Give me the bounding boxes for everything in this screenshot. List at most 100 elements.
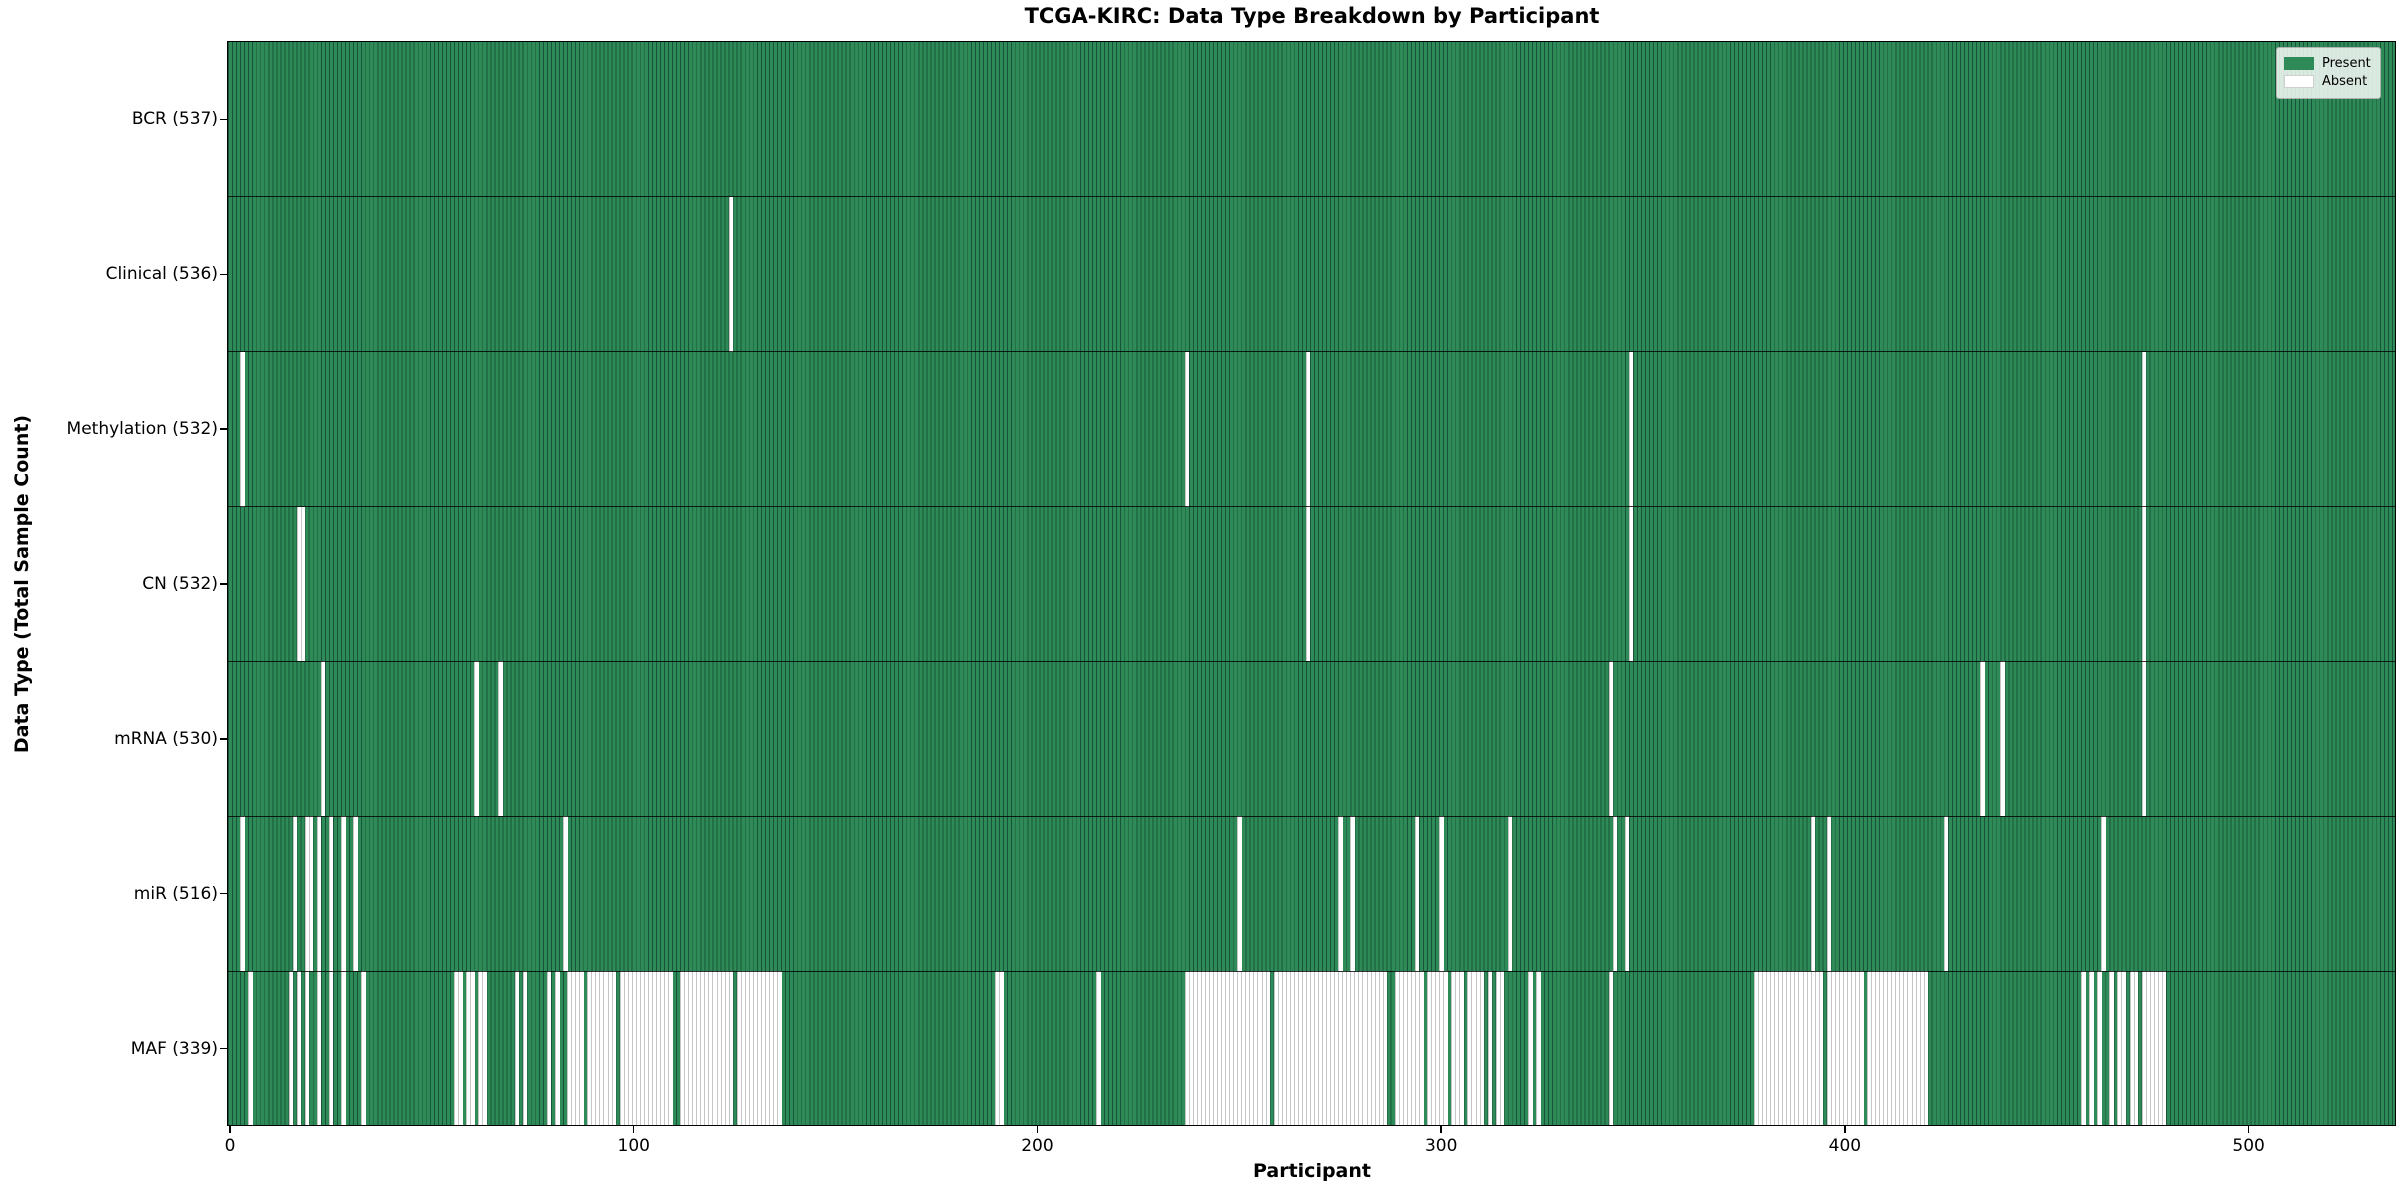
- absent-bar: [1887, 971, 1892, 1126]
- absent-bar: [1855, 971, 1860, 1126]
- absent-bar: [1867, 971, 1872, 1126]
- absent-bar: [2149, 971, 2155, 1126]
- y-tick-label: mRNA (530): [114, 728, 218, 749]
- absent-bar: [1253, 971, 1258, 1126]
- absent-bar: [619, 971, 625, 1126]
- absent-bar: [2133, 971, 2139, 1126]
- absent-bar: [2145, 971, 2151, 1126]
- absent-bar: [316, 971, 322, 1126]
- absent-bar: [1414, 816, 1420, 972]
- absent-bar: [773, 971, 778, 1126]
- x-tick-label: 500: [2232, 1136, 2265, 1156]
- absent-bar: [1608, 661, 1614, 817]
- absent-bar: [571, 971, 576, 1126]
- absent-bar: [595, 971, 600, 1126]
- absent-bar: [999, 971, 1004, 1126]
- absent-bar: [1834, 971, 1840, 1126]
- absent-bar: [498, 661, 504, 817]
- y-tick-label: CN (532): [142, 574, 218, 594]
- absent-bar: [680, 971, 685, 1126]
- absent-bar: [482, 971, 487, 1126]
- y-tick-mark: [220, 428, 227, 430]
- absent-bar: [341, 971, 346, 1126]
- absent-bar: [1209, 971, 1214, 1126]
- absent-bar: [1330, 971, 1335, 1126]
- absent-bar: [1826, 971, 1832, 1126]
- absent-bar: [1818, 971, 1824, 1126]
- absent-bar: [2157, 971, 2163, 1126]
- absent-bar: [454, 971, 459, 1126]
- absent-bar: [1766, 971, 1771, 1126]
- absent-bar: [1850, 971, 1856, 1126]
- absent-bar: [470, 971, 475, 1126]
- absent-bar: [546, 971, 552, 1126]
- x-tick-label: 100: [617, 1136, 650, 1156]
- absent-bar: [1806, 971, 1812, 1126]
- absent-bar: [1314, 971, 1319, 1126]
- absent-bar: [599, 971, 604, 1126]
- absent-bar: [728, 196, 734, 352]
- absent-bar: [607, 971, 613, 1126]
- absent-bar: [1842, 971, 1848, 1126]
- absent-bar: [1277, 971, 1283, 1126]
- absent-bar: [2141, 351, 2147, 507]
- absent-bar: [635, 971, 641, 1126]
- absent-bar: [1362, 971, 1367, 1126]
- absent-bar: [1261, 971, 1267, 1126]
- absent-bar: [704, 971, 709, 1126]
- absent-bar: [1608, 971, 1614, 1126]
- absent-bar: [756, 971, 762, 1126]
- absent-bar: [1903, 971, 1908, 1126]
- absent-bar: [1883, 971, 1888, 1126]
- x-tick-mark: [2247, 1126, 2250, 1133]
- absent-bar: [692, 971, 697, 1126]
- y-tick-label: miR (516): [133, 883, 218, 904]
- absent-bar: [591, 971, 596, 1126]
- absent-bar: [712, 971, 717, 1126]
- absent-bar: [1871, 971, 1876, 1126]
- absent-bar: [1907, 971, 1913, 1126]
- heatmap-row-mRNA: [228, 661, 2396, 817]
- absent-bar: [1814, 971, 1820, 1126]
- absent-bar: [1241, 971, 1246, 1126]
- absent-bar: [2153, 971, 2159, 1126]
- absent-swatch-icon: [2284, 75, 2314, 88]
- absent-bar: [1911, 971, 1917, 1126]
- x-tick-label: 300: [1424, 1136, 1458, 1156]
- absent-bar: [1398, 971, 1404, 1126]
- absent-bar: [1338, 816, 1343, 972]
- row-separator: [228, 815, 2396, 817]
- y-tick-label: MAF (339): [130, 1038, 218, 1059]
- absent-bar: [328, 971, 334, 1126]
- absent-bar: [300, 506, 306, 662]
- absent-bar: [1200, 971, 1206, 1126]
- absent-bar: [1495, 971, 1501, 1126]
- absent-bar: [1350, 816, 1355, 972]
- absent-bar: [304, 971, 310, 1126]
- absent-bar: [1790, 971, 1795, 1126]
- absent-bar: [1221, 971, 1226, 1126]
- absent-bar: [2117, 971, 2122, 1126]
- absent-bar: [1980, 661, 1985, 817]
- absent-bar: [623, 971, 629, 1126]
- heatmap-row-MAF: [228, 971, 2396, 1126]
- absent-bar: [659, 971, 665, 1126]
- absent-bar: [1378, 971, 1384, 1126]
- absent-bar: [752, 971, 758, 1126]
- absent-bar: [1786, 971, 1791, 1126]
- absent-bar: [2141, 971, 2147, 1126]
- y-tick-mark: [220, 738, 227, 740]
- x-tick-mark: [1844, 1126, 1846, 1133]
- absent-bar: [655, 971, 661, 1126]
- absent-bar: [740, 971, 746, 1126]
- row-separator: [228, 660, 2396, 662]
- absent-bar: [1923, 971, 1929, 1126]
- absent-bar: [2000, 661, 2005, 817]
- absent-bar: [1273, 971, 1279, 1126]
- heatmap-row-BCR: [228, 42, 2396, 197]
- absent-bar: [1838, 971, 1844, 1126]
- x-tick-mark: [1036, 1126, 1039, 1133]
- heatmap-row-Methylation: [228, 351, 2396, 507]
- absent-bar: [1196, 971, 1202, 1126]
